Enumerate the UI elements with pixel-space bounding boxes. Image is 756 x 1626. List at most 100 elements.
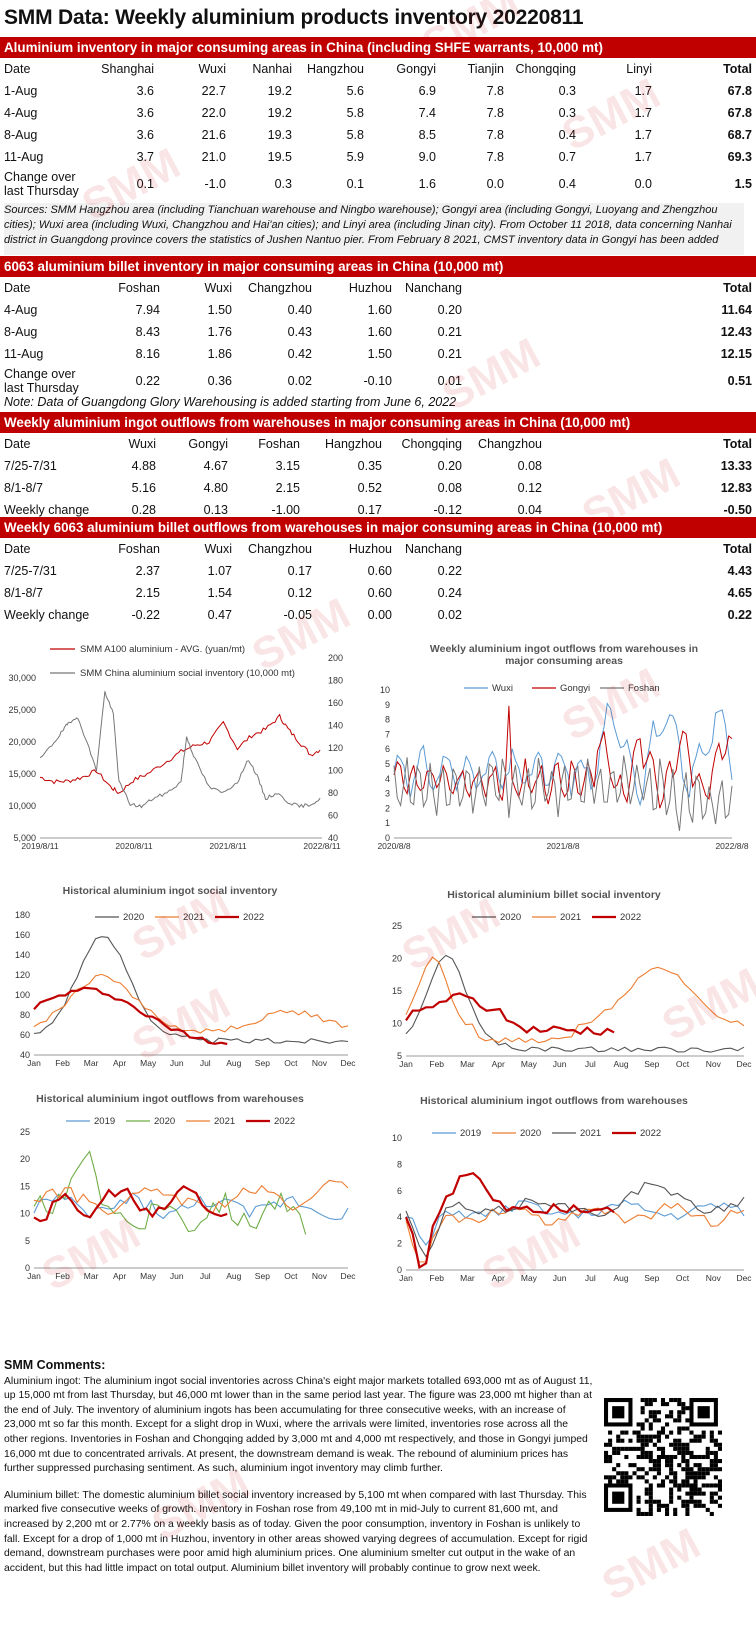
legend-label: Foshan xyxy=(628,683,660,694)
series-line xyxy=(393,705,733,809)
table3: Date Wuxi Gongyi Foshan Hangzhou Chongqing Cha… xyxy=(0,433,756,521)
qr-module xyxy=(620,1438,625,1443)
series-line xyxy=(39,691,321,809)
table-cell: 0.12 xyxy=(517,481,542,495)
qr-module xyxy=(612,1446,617,1451)
table-cell: 21.6 xyxy=(201,128,226,142)
qr-module xyxy=(717,1495,722,1500)
qr-module xyxy=(689,1491,694,1496)
y-tick-label: 2 xyxy=(385,803,390,813)
legend-label: Wuxi xyxy=(492,683,513,694)
x-tick-label: Mar xyxy=(84,1271,99,1281)
qr-module xyxy=(681,1459,686,1464)
qr-module xyxy=(656,1454,661,1460)
legend-label: 2021 xyxy=(214,1116,235,1127)
qr-module xyxy=(689,1495,694,1500)
change-label: Change over last Thursday xyxy=(0,365,96,397)
table-cell: 8.43 xyxy=(135,325,160,339)
chart-title: Historical aluminium ingot outflows from… xyxy=(420,1095,688,1107)
change-cell: 0.51 xyxy=(727,374,752,388)
table-cell: 0.12 xyxy=(287,586,312,600)
y-tick-label: 20 xyxy=(392,954,402,964)
comments-heading: SMM Comments: xyxy=(4,1358,106,1372)
change-cell: 0.0 xyxy=(634,177,652,191)
table-cell: 19.2 xyxy=(267,106,292,120)
qr-module xyxy=(616,1463,621,1468)
table1: Date Shanghai Wuxi Nanhai Hangzhou Gongyi Tian… xyxy=(0,58,756,200)
qr-module xyxy=(624,1479,629,1484)
chart-title: Historical aluminium ingot outflows from… xyxy=(36,1093,304,1105)
y-right-tick-label: 200 xyxy=(328,653,343,663)
x-tick-label: Aug xyxy=(614,1273,629,1283)
change-cell: -0.10 xyxy=(363,374,393,388)
table-cell: 1.86 xyxy=(207,347,232,361)
y-left-tick-label: 25,000 xyxy=(8,705,36,715)
qr-module xyxy=(705,1446,710,1451)
change-cell: 0.01 xyxy=(437,374,462,388)
row-label: 8-Aug xyxy=(4,128,38,142)
x-tick-label: Jan xyxy=(27,1271,41,1281)
change-cell: 0.1 xyxy=(346,177,364,191)
x-tick-label: Jan xyxy=(399,1059,413,1069)
y-tick-label: 10 xyxy=(20,1209,30,1219)
qr-module xyxy=(677,1438,682,1443)
qr-module xyxy=(709,1430,714,1435)
series-line xyxy=(39,713,321,794)
row-label: Weekly change xyxy=(4,608,90,622)
qr-module xyxy=(660,1430,666,1435)
x-tick-label: Apr xyxy=(113,1058,126,1068)
qr-module xyxy=(697,1475,702,1480)
table-cell: 22.0 xyxy=(201,106,226,120)
qr-module xyxy=(701,1471,706,1476)
legend-label: 2022 xyxy=(620,912,641,923)
qr-module xyxy=(713,1459,718,1464)
column-header: Wuxi xyxy=(204,542,232,556)
series-line xyxy=(33,1179,349,1216)
qr-module xyxy=(640,1410,645,1415)
column-header: Date xyxy=(4,437,31,451)
column-header: Gongyi xyxy=(188,437,228,451)
qr-module xyxy=(689,1438,694,1443)
table-row: 8/1-8/7 5.16 4.80 2.15 0.52 0.08 0.12 12.83 xyxy=(0,477,756,499)
table-cell: 0.02 xyxy=(437,608,462,622)
comments-billet: Aluminium billet: The domestic aluminium… xyxy=(4,1489,588,1574)
qr-module xyxy=(681,1483,686,1488)
qr-module xyxy=(656,1503,661,1508)
column-header: Nanhai xyxy=(252,62,292,76)
change-cell: 1.6 xyxy=(418,177,436,191)
series-line xyxy=(33,1192,349,1221)
y-tick-label: 8 xyxy=(397,1159,402,1169)
table-cell: 0.47 xyxy=(207,608,232,622)
y-tick-label: 4 xyxy=(385,774,390,784)
table-cell: 0.13 xyxy=(203,503,228,517)
y-tick-label: 180 xyxy=(15,910,30,920)
row-label: 8/1-8/7 xyxy=(4,586,43,600)
qr-module xyxy=(693,1499,698,1504)
legend-label: 2022 xyxy=(640,1128,661,1139)
table-cell: 1.50 xyxy=(207,303,232,317)
qr-module xyxy=(689,1450,694,1455)
table-cell: 5.8 xyxy=(346,106,364,120)
qr-module xyxy=(685,1491,690,1496)
y-tick-label: 9 xyxy=(385,700,390,710)
table3-header: Weekly aluminium ingot outflows from war… xyxy=(0,412,756,433)
y-tick-label: 5 xyxy=(397,1051,402,1061)
table-cell: 0.21 xyxy=(437,347,462,361)
qr-module xyxy=(705,1454,710,1460)
y-tick-label: 2 xyxy=(397,1239,402,1249)
column-header: Changzhou xyxy=(248,542,312,556)
table-cell: 0.43 xyxy=(287,325,312,339)
table-row: 4-Aug 3.6 22.0 19.2 5.8 7.4 7.8 0.3 1.7 67.8 xyxy=(0,102,756,124)
table-cell: 0.04 xyxy=(517,503,542,517)
qr-module xyxy=(632,1463,637,1468)
qr-module xyxy=(648,1459,653,1464)
qr-module xyxy=(620,1475,625,1480)
qr-module xyxy=(685,1475,690,1480)
x-tick-label: Jan xyxy=(399,1273,413,1283)
qr-module xyxy=(640,1450,645,1455)
qr-module xyxy=(616,1479,621,1484)
x-tick-label: Jul xyxy=(585,1273,596,1283)
qr-module xyxy=(673,1418,678,1423)
table-cell: -0.50 xyxy=(723,503,753,517)
x-tick-label: Sep xyxy=(255,1058,270,1068)
